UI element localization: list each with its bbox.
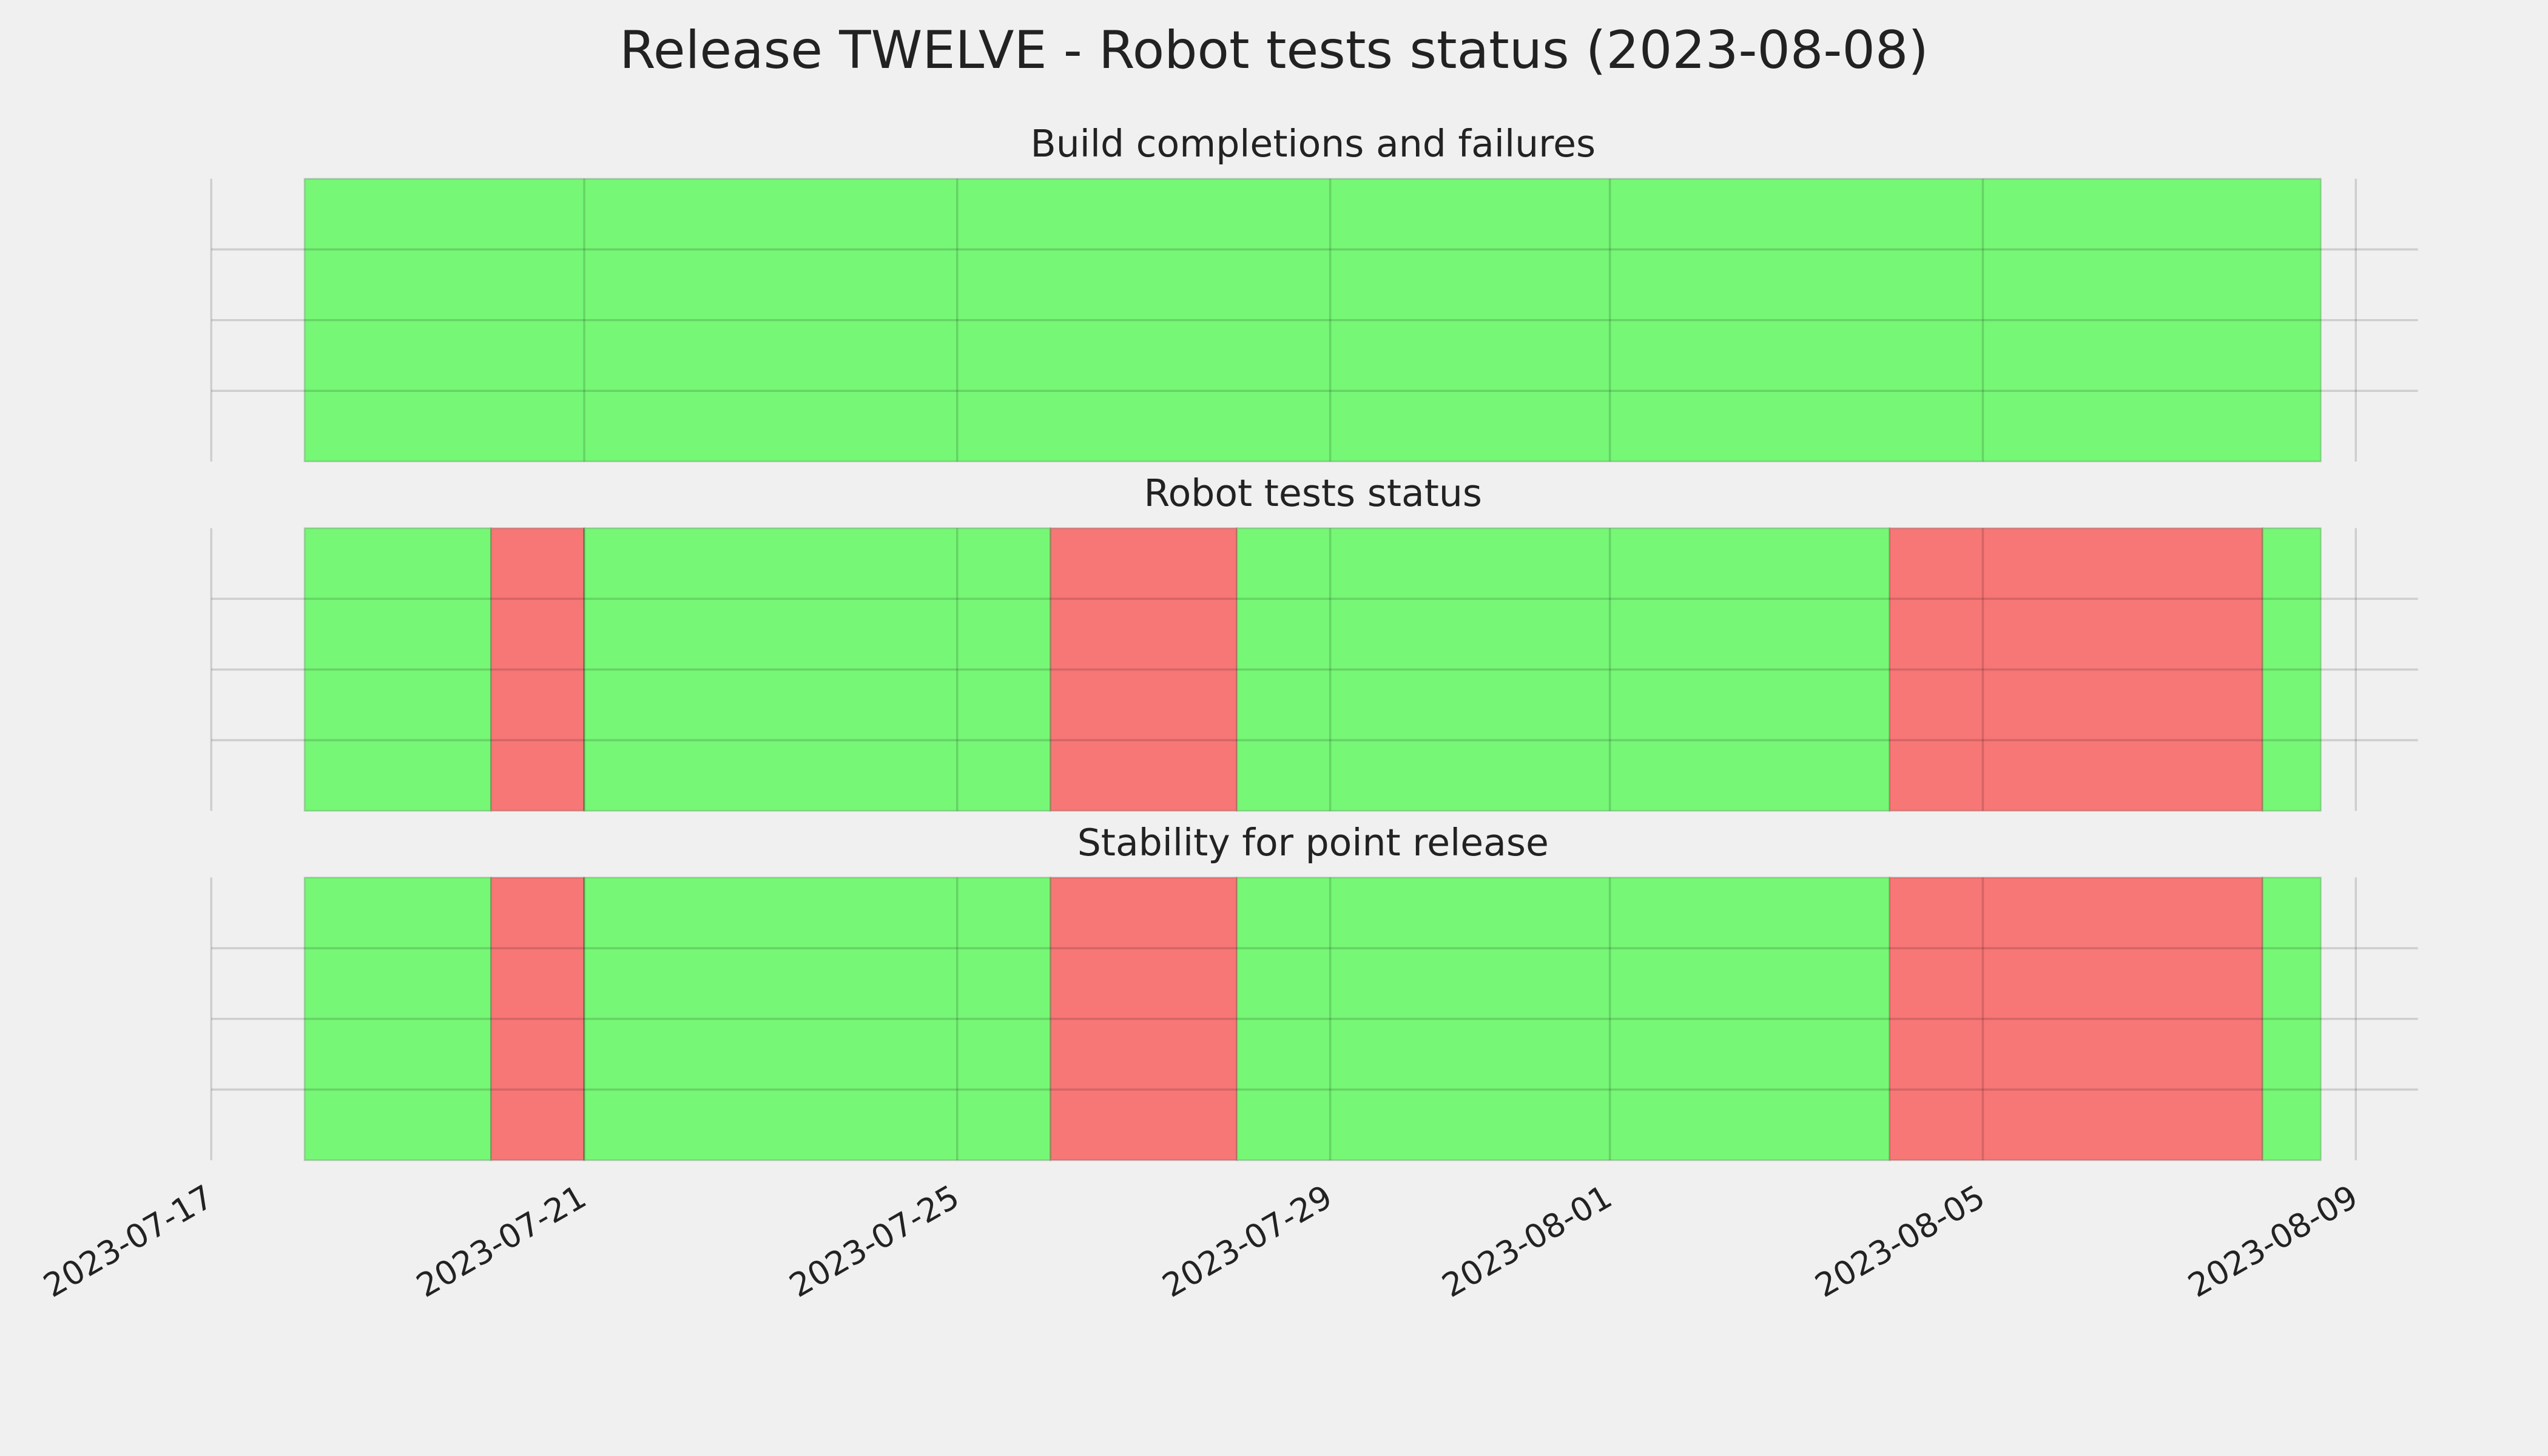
status-segment: [1236, 877, 1891, 1161]
status-segment: [303, 178, 2322, 463]
panel-title: Stability for point release: [1077, 821, 1549, 864]
status-segment: [1889, 527, 2263, 812]
status-segment: [583, 527, 1051, 812]
status-segment: [1236, 527, 1891, 812]
status-segment: [490, 527, 585, 812]
status-segment: [583, 877, 1051, 1161]
status-segment: [303, 527, 492, 812]
status-segment: [490, 877, 585, 1161]
status-segment: [1889, 877, 2263, 1161]
status-segment: [2262, 527, 2322, 812]
panel-title: Build completions and failures: [1030, 122, 1596, 166]
chart-title: Release TWELVE - Robot tests status (202…: [619, 20, 1929, 81]
status-segment: [1050, 527, 1238, 812]
status-segment: [1050, 877, 1238, 1161]
status-segment: [303, 877, 492, 1161]
panel-title: Robot tests status: [1144, 471, 1482, 515]
status-segment: [2262, 877, 2322, 1161]
